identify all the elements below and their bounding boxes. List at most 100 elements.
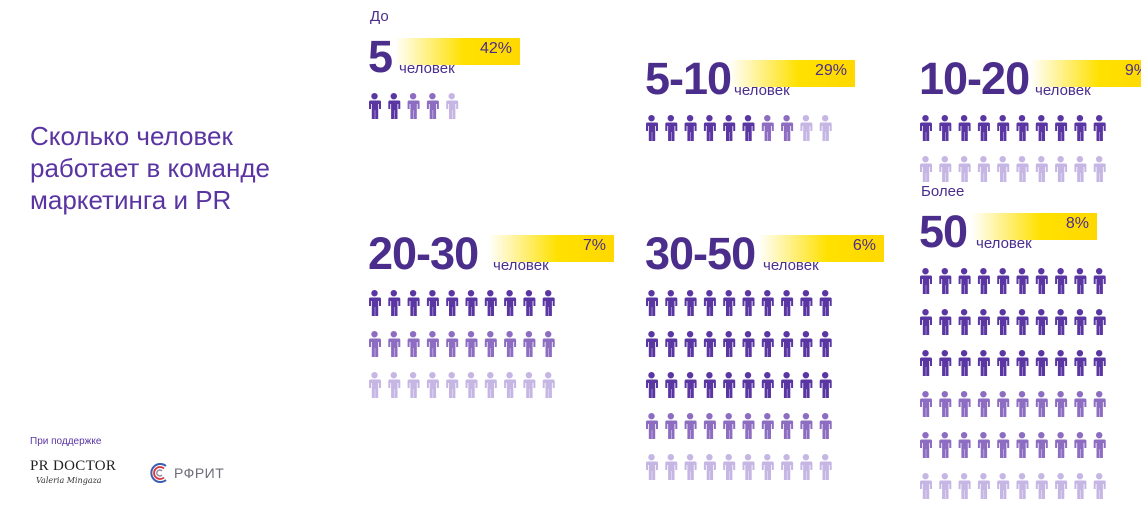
title-line-3: маркетинга и PR — [30, 185, 232, 215]
person-icon — [1074, 391, 1087, 417]
person-icon — [761, 372, 774, 398]
person-icon — [407, 290, 420, 316]
title-line-2: работает в команде — [30, 153, 270, 183]
percent-highlight — [488, 235, 614, 262]
person-icon — [1093, 156, 1106, 182]
people-icons — [369, 93, 459, 119]
person-icon — [646, 290, 658, 316]
category-label: 50 — [919, 206, 968, 257]
person-icon — [800, 290, 813, 316]
person-icon — [388, 93, 401, 119]
person-icon — [761, 454, 774, 480]
person-icon — [703, 413, 716, 439]
person-icon — [369, 93, 381, 119]
person-icon — [1035, 156, 1048, 182]
person-icon — [684, 413, 697, 439]
person-icon — [997, 350, 1010, 376]
person-icon — [1074, 473, 1087, 499]
person-icon — [542, 331, 555, 357]
person-icon — [1074, 309, 1087, 335]
person-icon — [426, 331, 439, 357]
person-icon — [407, 372, 420, 398]
person-icon — [369, 290, 381, 316]
person-icon — [1055, 473, 1068, 499]
unit-label: человек — [763, 257, 819, 274]
person-icon — [665, 454, 678, 480]
unit-label: человек — [399, 60, 455, 77]
person-icon — [523, 290, 536, 316]
category-label: 5-10 — [645, 53, 732, 104]
person-icon — [665, 413, 678, 439]
person-icon — [684, 331, 697, 357]
person-icon — [920, 391, 932, 417]
person-icon — [523, 372, 536, 398]
person-icon — [819, 413, 832, 439]
percent-label: 29% — [814, 62, 847, 79]
person-icon — [761, 413, 774, 439]
person-icon — [646, 115, 658, 141]
person-icon — [1074, 350, 1087, 376]
person-icon — [977, 473, 990, 499]
person-icon — [958, 268, 971, 294]
people-icons — [646, 290, 832, 480]
person-icon — [1016, 309, 1029, 335]
unit-label: человек — [734, 82, 790, 99]
person-icon — [939, 268, 952, 294]
person-icon — [819, 454, 832, 480]
person-icon — [646, 413, 658, 439]
person-icon — [939, 156, 952, 182]
person-icon — [388, 331, 401, 357]
unit-label: человек — [493, 257, 549, 274]
person-icon — [939, 309, 952, 335]
person-icon — [958, 156, 971, 182]
person-icon — [684, 115, 697, 141]
person-icon — [781, 413, 794, 439]
percent-highlight — [729, 60, 855, 87]
person-icon — [781, 331, 794, 357]
chart-title: Сколько человек работает в команде марке… — [30, 120, 330, 216]
rfrit-logo-icon — [150, 463, 167, 483]
person-icon — [1055, 115, 1068, 141]
person-icon — [446, 93, 459, 119]
person-icon — [1016, 350, 1029, 376]
people-icons — [369, 290, 555, 398]
person-icon — [1016, 391, 1029, 417]
percent-label: 7% — [582, 237, 606, 254]
person-icon — [1055, 391, 1068, 417]
pr-doctor-signature: Valeria Mingaza — [36, 476, 102, 485]
person-icon — [781, 115, 794, 141]
person-icon — [977, 268, 990, 294]
people-icons — [920, 268, 1106, 499]
person-icon — [939, 350, 952, 376]
person-icon — [742, 454, 755, 480]
person-icon — [1093, 268, 1106, 294]
person-icon — [1035, 432, 1048, 458]
percent-label: 9% — [1124, 62, 1141, 79]
person-icon — [742, 331, 755, 357]
person-icon — [800, 372, 813, 398]
person-icon — [1093, 115, 1106, 141]
person-icon — [646, 372, 658, 398]
person-icon — [1035, 350, 1048, 376]
person-icon — [523, 331, 536, 357]
person-icon — [958, 432, 971, 458]
person-icon — [761, 290, 774, 316]
person-icon — [407, 93, 420, 119]
person-icon — [800, 331, 813, 357]
person-icon — [939, 473, 952, 499]
person-icon — [1074, 268, 1087, 294]
person-icon — [958, 115, 971, 141]
person-icon — [1016, 268, 1029, 294]
rfrit-logo: РФРИТ — [148, 460, 224, 486]
person-icon — [723, 290, 736, 316]
percent-highlight — [394, 38, 520, 65]
person-icon — [684, 454, 697, 480]
person-icon — [1093, 309, 1106, 335]
person-icon — [1093, 350, 1106, 376]
person-icon — [407, 331, 420, 357]
person-icon — [484, 331, 497, 357]
person-icon — [800, 413, 813, 439]
person-icon — [1016, 432, 1029, 458]
category-prefix: До — [370, 8, 389, 25]
person-icon — [723, 372, 736, 398]
